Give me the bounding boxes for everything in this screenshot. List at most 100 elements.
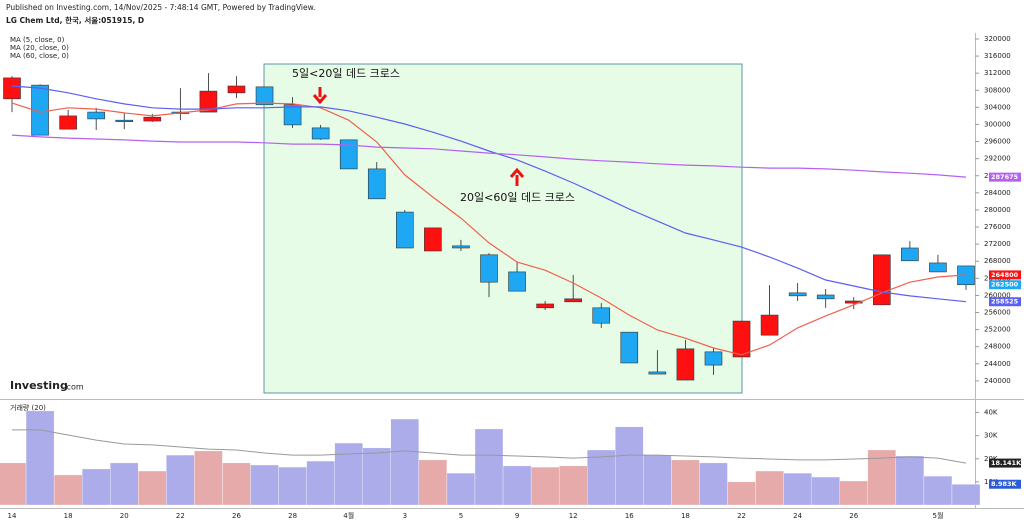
- highlight-box: [263, 63, 743, 394]
- legend-entry: MA (60, close, 0): [10, 52, 69, 60]
- badge-label: 8.983K: [991, 480, 1018, 488]
- candle-body: [255, 86, 274, 106]
- candle-body: [396, 211, 414, 249]
- volume-bar: [166, 454, 195, 506]
- candle-body: [227, 85, 246, 94]
- candle-body: [873, 254, 891, 306]
- badge-label: 18.141K: [991, 459, 1022, 467]
- x-tick-label: 9: [515, 512, 519, 520]
- volume-bar: [418, 459, 448, 506]
- source: Published on Investing.com, 14/Nov/2025 …: [6, 3, 315, 12]
- volume-bar: [615, 426, 644, 506]
- x-tick-label: 20: [120, 512, 129, 520]
- candle-body: [367, 168, 386, 200]
- x-tick-label: 22: [176, 512, 185, 520]
- volume-bar: [587, 449, 616, 506]
- volume-bar: [502, 465, 532, 506]
- volume-bar: [923, 475, 953, 506]
- y-tick-label: 240000: [984, 377, 1011, 385]
- logo: .com: [64, 383, 84, 392]
- x-tick-label: 5월: [932, 511, 943, 520]
- y-tick-label: 308000: [984, 86, 1011, 94]
- y-tick-label: 272000: [984, 240, 1011, 248]
- volume-bar: [25, 410, 55, 506]
- y-tick-label: 312000: [984, 69, 1011, 77]
- candle-body: [339, 139, 358, 170]
- candle-body: [143, 116, 162, 122]
- volume-bar: [222, 462, 251, 506]
- price-badge: [989, 280, 1021, 290]
- volume-bar: [671, 459, 700, 506]
- logo: Investing: [10, 379, 68, 392]
- candle-body: [87, 111, 105, 120]
- volume-bar: [334, 442, 363, 506]
- volume-bar: [446, 472, 476, 506]
- volume-bar: [390, 418, 419, 506]
- ma-line: [11, 102, 967, 356]
- y-tick-label: 280000: [984, 206, 1011, 214]
- candle-body: [480, 254, 498, 283]
- candle-body: [732, 320, 751, 358]
- x-tick-label: 18: [681, 512, 690, 520]
- candle-body: [199, 90, 218, 113]
- candle-body: [31, 84, 49, 136]
- volume-bar: [643, 454, 672, 506]
- candle-body: [452, 245, 470, 249]
- candle-body: [311, 127, 330, 140]
- y-tick-label: 40K: [984, 409, 998, 417]
- volume-bar: [530, 466, 560, 506]
- price-badge: [989, 479, 1021, 489]
- annotation: 20일<60일 데드 크로스: [460, 190, 575, 204]
- candle-body: [648, 371, 667, 375]
- candle-body: [816, 294, 835, 300]
- candle-body: [620, 331, 639, 364]
- price-badge: [989, 297, 1021, 307]
- ma-line: [11, 85, 967, 303]
- candle-body: [704, 351, 723, 366]
- x-tick-label: 4월: [343, 511, 354, 520]
- candle-body: [59, 115, 77, 130]
- volume-bar: [53, 474, 83, 506]
- volume-bar: [278, 466, 307, 506]
- x-tick-label: 26: [849, 512, 858, 520]
- legend-entry: MA (5, close, 0): [10, 36, 65, 44]
- volume-bar: [194, 450, 223, 506]
- candle-body: [929, 262, 947, 273]
- price-badge: [989, 270, 1021, 280]
- volume-bar: [362, 447, 391, 506]
- volume-bar: [839, 480, 868, 506]
- y-tick-label: 300000: [984, 120, 1011, 128]
- x-tick-label: 12: [569, 512, 578, 520]
- volume-bar: [250, 464, 279, 506]
- y-tick-label: 296000: [984, 138, 1011, 146]
- y-tick-label: 252000: [984, 326, 1011, 334]
- candle-body: [901, 247, 919, 262]
- volume-bar: [783, 472, 812, 506]
- x-tick-label: 5: [459, 512, 463, 520]
- candle-body: [536, 303, 554, 309]
- volume-ma-line: [12, 429, 967, 464]
- volume-title: 거래량 (20): [10, 403, 46, 412]
- x-tick-label: 26: [232, 512, 241, 520]
- candle-body: [760, 314, 779, 336]
- chart-title: LG Chem Ltd, 한국, 서울:051915, D: [6, 15, 144, 25]
- x-tick-label: 14: [8, 512, 17, 520]
- arrow: [312, 87, 328, 105]
- y-tick-label: 276000: [984, 223, 1011, 231]
- y-tick-label: 268000: [984, 257, 1011, 265]
- arrow: [509, 167, 525, 186]
- legend-entry: MA (20, close, 0): [10, 44, 69, 52]
- volume-bar: [138, 470, 167, 506]
- candle-body: [508, 271, 526, 292]
- annotation: 5일<20일 데드 크로스: [292, 66, 400, 80]
- candle-body: [424, 227, 442, 252]
- y-tick-label: 316000: [984, 52, 1011, 60]
- ma-line: [11, 134, 967, 178]
- volume-bar: [727, 481, 756, 506]
- x-tick-label: 24: [793, 512, 802, 520]
- y-tick-label: 284000: [984, 189, 1011, 197]
- volume-bar: [951, 484, 981, 506]
- y-tick-label: 30K: [984, 432, 998, 440]
- y-tick-label: 248000: [984, 343, 1011, 351]
